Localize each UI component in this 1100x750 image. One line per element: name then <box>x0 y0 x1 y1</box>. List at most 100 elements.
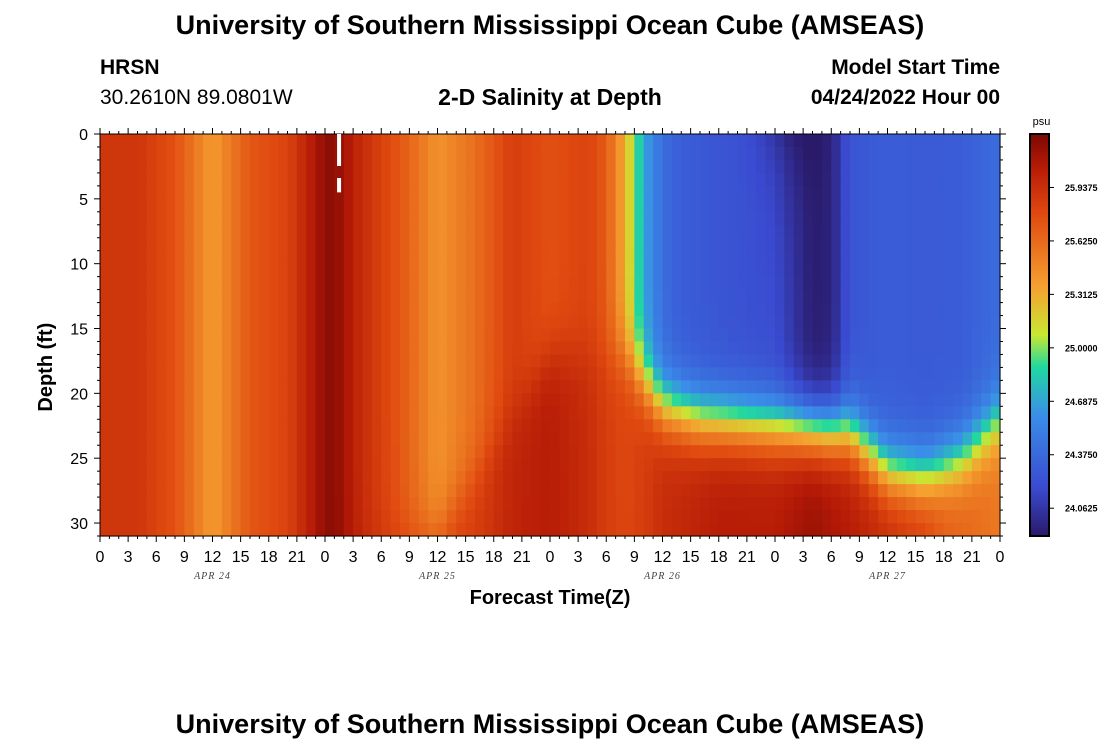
heatmap-cell <box>653 341 664 356</box>
heatmap-cell <box>559 510 570 524</box>
heatmap-cell <box>896 250 907 265</box>
heatmap-cell <box>184 354 195 369</box>
heatmap-cell <box>325 445 335 459</box>
heatmap-cell <box>493 134 504 148</box>
heatmap-cell <box>128 289 139 304</box>
heatmap-cell <box>765 289 776 304</box>
heatmap-cell <box>981 432 992 446</box>
heatmap-cell <box>446 159 457 174</box>
heatmap-cell <box>775 341 785 356</box>
heatmap-cell <box>371 497 382 511</box>
heatmap-cell <box>334 406 345 420</box>
heatmap-cell <box>756 263 767 278</box>
heatmap-cell <box>175 484 185 498</box>
heatmap-cell <box>531 198 542 213</box>
heatmap-cell <box>118 497 129 511</box>
heatmap-cell <box>353 237 364 252</box>
heatmap-cell <box>156 276 167 291</box>
heatmap-cell <box>287 302 298 317</box>
heatmap-cell <box>381 302 392 317</box>
heatmap-cell <box>400 354 410 369</box>
heatmap-cell <box>128 367 139 381</box>
heatmap-cell <box>531 211 542 226</box>
heatmap-cell <box>634 263 645 278</box>
heatmap-cell <box>296 146 307 161</box>
heatmap-cell <box>128 302 139 317</box>
heatmap-cell <box>878 211 889 226</box>
heatmap-cell <box>700 497 710 511</box>
heatmap-cell <box>906 185 917 200</box>
heatmap-cell <box>728 198 739 213</box>
heatmap-cell <box>156 159 167 174</box>
heatmap-cell <box>334 523 345 537</box>
heatmap-cell <box>981 471 992 485</box>
heatmap-cell <box>634 185 645 200</box>
heatmap-cell <box>503 185 514 200</box>
heatmap-cell <box>278 523 289 537</box>
heatmap-cell <box>925 510 935 524</box>
heatmap-cell <box>587 134 598 148</box>
heatmap-cell <box>718 393 729 407</box>
heatmap-cell <box>728 393 739 407</box>
heatmap-cell <box>990 211 1001 226</box>
heatmap-cell <box>334 302 345 317</box>
heatmap-cell <box>137 146 148 161</box>
heatmap-cell <box>193 367 204 381</box>
heatmap-cell <box>859 276 870 291</box>
heatmap-cell <box>606 367 617 381</box>
heatmap-cell <box>278 367 289 381</box>
heatmap-cell <box>371 159 382 174</box>
heatmap-cell <box>746 276 757 291</box>
heatmap-cell <box>718 289 729 304</box>
heatmap-cell <box>250 328 260 343</box>
heatmap-cell <box>100 315 110 330</box>
heatmap-cell <box>700 134 710 148</box>
heatmap-cell <box>250 224 260 239</box>
heatmap-cell <box>840 471 851 485</box>
heatmap-cell <box>296 393 307 407</box>
colorbar-tick-label: 25.0000 <box>1065 343 1098 353</box>
heatmap-cell <box>465 523 476 537</box>
heatmap-cell <box>859 367 870 381</box>
heatmap-cell <box>596 211 607 226</box>
heatmap-cell <box>343 250 354 265</box>
heatmap-cell <box>203 458 214 472</box>
heatmap-cell <box>381 354 392 369</box>
heatmap-cell <box>859 146 870 161</box>
heatmap-cell <box>915 523 926 537</box>
heatmap-cell <box>325 263 335 278</box>
heatmap-cell <box>540 250 551 265</box>
heatmap-cell <box>850 276 860 291</box>
heatmap-cell <box>484 146 495 161</box>
heatmap-cell <box>156 250 167 265</box>
heatmap-cell <box>840 523 851 537</box>
heatmap-cell <box>831 328 842 343</box>
heatmap-cell <box>615 315 626 330</box>
heatmap-cell <box>831 432 842 446</box>
heatmap-cell <box>212 393 223 407</box>
heatmap-cell <box>446 328 457 343</box>
heatmap-cell <box>512 484 523 498</box>
heatmap-cell <box>296 432 307 446</box>
heatmap-cell <box>540 302 551 317</box>
heatmap-cell <box>390 367 401 381</box>
heatmap-cell <box>146 146 157 161</box>
heatmap-cell <box>540 497 551 511</box>
heatmap-cell <box>831 380 842 394</box>
heatmap-cell <box>353 250 364 265</box>
heatmap-cell <box>896 328 907 343</box>
heatmap-cell <box>118 341 129 356</box>
heatmap-cell <box>353 484 364 498</box>
heatmap-cell <box>503 419 514 433</box>
heatmap-cell <box>681 237 692 252</box>
heatmap-cell <box>409 315 420 330</box>
heatmap-cell <box>362 172 373 187</box>
heatmap-cell <box>662 484 673 498</box>
heatmap-cell <box>756 380 767 394</box>
heatmap-cell <box>728 276 739 291</box>
heatmap-cell <box>625 237 635 252</box>
heatmap-cell <box>737 276 748 291</box>
heatmap-cell <box>559 289 570 304</box>
heatmap-cell <box>812 224 823 239</box>
heatmap-cell <box>840 159 851 174</box>
